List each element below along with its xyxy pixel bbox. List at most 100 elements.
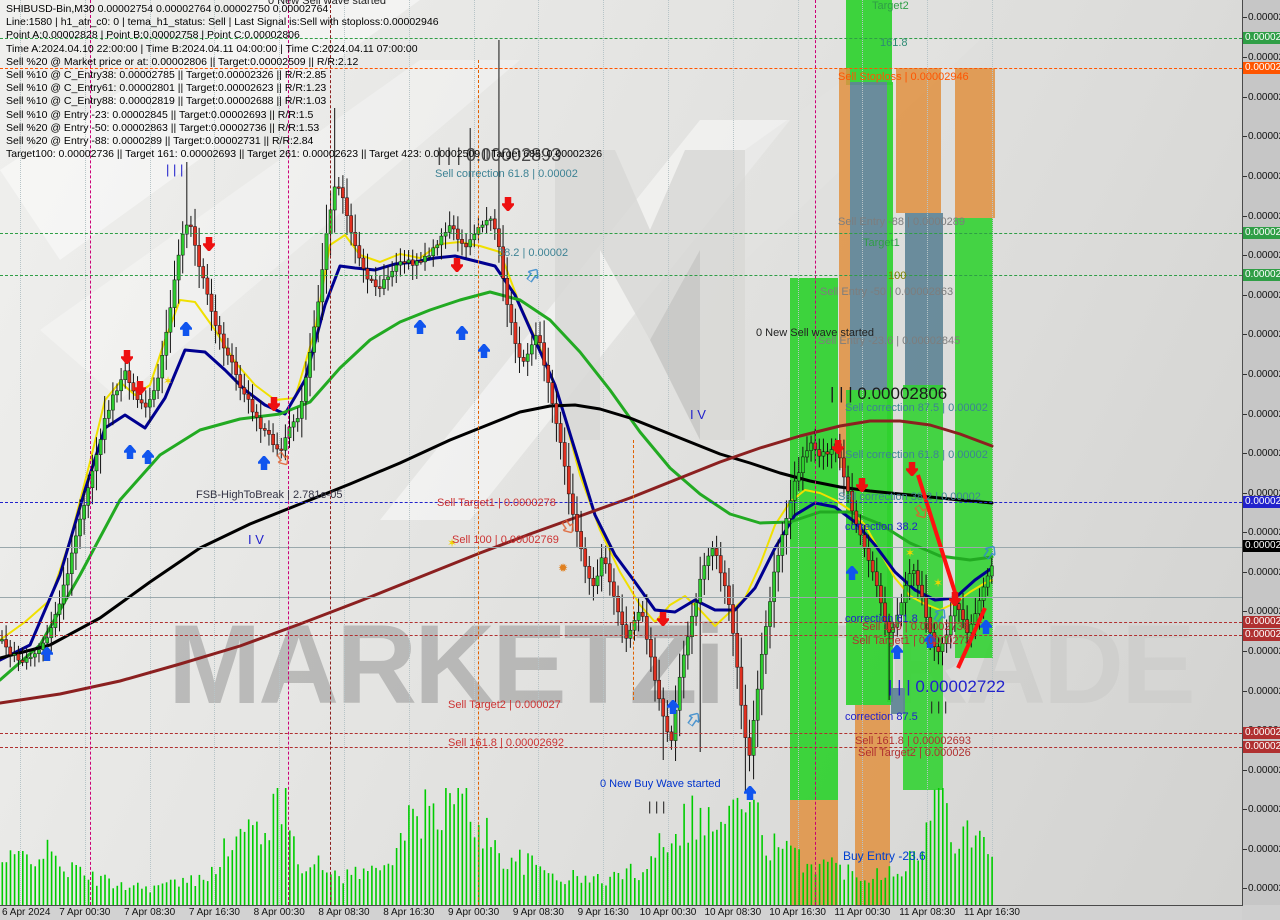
horizontal-level-line[interactable] (0, 597, 1242, 598)
volume-bar (728, 805, 730, 905)
grid-vline (473, 0, 475, 905)
signal-info-panel: SHIBUSD-Bin,M30 0.00002754 0.00002764 0.… (6, 3, 602, 161)
time-tick-label: 10 Apr 00:30 (639, 907, 697, 918)
volume-bar (884, 877, 887, 905)
annotation-label: Target2 (872, 0, 909, 12)
volume-bar (724, 823, 726, 905)
candle-up (903, 585, 908, 603)
volume-bar (190, 875, 192, 905)
candlestick-canvas (0, 40, 994, 905)
buy-arrow-icon (258, 456, 270, 470)
vertical-event-line[interactable] (90, 0, 91, 905)
annotation-label: FSB-HighToBreak | 2.781e-05 (196, 489, 343, 501)
time-axis[interactable]: 6 Apr 2024 7 Apr 00:30 7 Apr 08:30 7 Apr 16… (0, 906, 1242, 920)
candle-up (784, 518, 789, 536)
price-axis[interactable]: 0.00002965 0.00002950 0.00002935 0.00002920… (1243, 0, 1280, 905)
horizontal-level-line[interactable] (0, 547, 1242, 548)
volume-bar (896, 873, 899, 905)
horizontal-level-line[interactable] (0, 733, 1242, 734)
sell-arrow-icon (906, 462, 918, 476)
candle-up (759, 654, 764, 690)
vertical-event-line[interactable] (330, 0, 331, 905)
horizontal-level-line[interactable] (0, 747, 1242, 748)
volume-bar (588, 882, 591, 905)
time-tick-label: 11 Apr 08:30 (899, 907, 956, 918)
annotation-label: correction 38.2 (845, 521, 918, 533)
annotation-label: Sell Entry -50 | 0.00002863 (820, 286, 954, 298)
candle-up (184, 224, 189, 235)
annotation-label: Buy Entry -23.6 (843, 849, 926, 863)
volume-bar (280, 824, 283, 905)
candle-down (139, 399, 144, 404)
signal-line (956, 607, 987, 669)
candle-up (480, 224, 485, 228)
candle-down (127, 370, 132, 383)
candle-up (111, 394, 115, 411)
price-level-badge: 0.0000273 (1243, 629, 1280, 641)
horizontal-level-line[interactable] (0, 622, 1242, 623)
candle-down (558, 423, 563, 443)
vertical-event-line[interactable] (478, 60, 479, 905)
candle-up (394, 264, 399, 272)
volume-bar (215, 874, 217, 905)
horizontal-level-line[interactable] (0, 68, 1242, 69)
volume-bar (219, 867, 221, 905)
sell-arrow-icon (832, 440, 844, 454)
volume-bar (736, 797, 739, 905)
candle-up (755, 688, 760, 721)
candle-up (940, 643, 945, 652)
candle-down (456, 228, 460, 240)
candle-down (587, 566, 592, 579)
candle-up (677, 676, 682, 711)
volume-bar (827, 861, 829, 905)
candle-up (94, 454, 99, 472)
price-tick-label: 0.00002815 (1243, 409, 1280, 421)
candle-down (538, 335, 542, 343)
candle-up (431, 247, 436, 257)
annotation-label: I V (690, 407, 706, 422)
volume-bar (231, 850, 234, 905)
price-tick-label: 0.00002740 (1243, 606, 1280, 618)
horizontal-level-line[interactable] (0, 233, 1242, 234)
volume-bar (547, 873, 550, 905)
volume-bar (962, 826, 965, 905)
candle-up (390, 271, 395, 278)
candle-up (308, 352, 312, 378)
volume-bar (38, 859, 41, 905)
buy-arrow-icon (667, 700, 679, 714)
volume-bar (309, 867, 312, 905)
volume-bar (395, 848, 398, 905)
vertical-event-line[interactable] (815, 0, 816, 905)
volume-bar (108, 878, 110, 905)
candle-down (16, 653, 21, 661)
candle-up (283, 437, 288, 451)
candle-up (488, 218, 493, 221)
annotation-label: 100 (888, 270, 907, 282)
volume-bar (958, 848, 960, 905)
price-tick-label: 0.00002950 (1243, 52, 1280, 64)
buy-arrow-icon (142, 450, 154, 464)
candle-up (468, 239, 473, 248)
candle-up (37, 649, 41, 654)
candle-down (189, 224, 193, 227)
candle-down (267, 430, 271, 435)
chart-plot-area[interactable]: MARKETZi TRADE ✶ ✶ ✶ ✶ ✹ 0 New Sell wave sta… (0, 0, 1243, 906)
horizontal-level-line[interactable] (0, 502, 1242, 503)
vertical-event-line[interactable] (288, 0, 289, 905)
candle-down (517, 343, 522, 358)
volume-bar (753, 799, 755, 905)
volume-bar (621, 879, 624, 905)
price-tick-label: 0.00002890 (1243, 211, 1280, 223)
annotation-label: Sell 100 | 0.00002769 (452, 534, 559, 546)
vertical-event-line[interactable] (633, 440, 634, 700)
candle-up (632, 620, 637, 631)
volume-bar (638, 880, 640, 905)
volume-bar (408, 805, 410, 905)
horizontal-level-line[interactable] (0, 635, 1242, 636)
candle-down (727, 585, 731, 605)
ma-line-slow-maroon (0, 419, 994, 705)
horizontal-level-line[interactable] (0, 275, 1242, 276)
horizontal-level-line[interactable] (0, 38, 1242, 39)
volume-bar (634, 878, 636, 905)
volume-bar (859, 881, 862, 905)
